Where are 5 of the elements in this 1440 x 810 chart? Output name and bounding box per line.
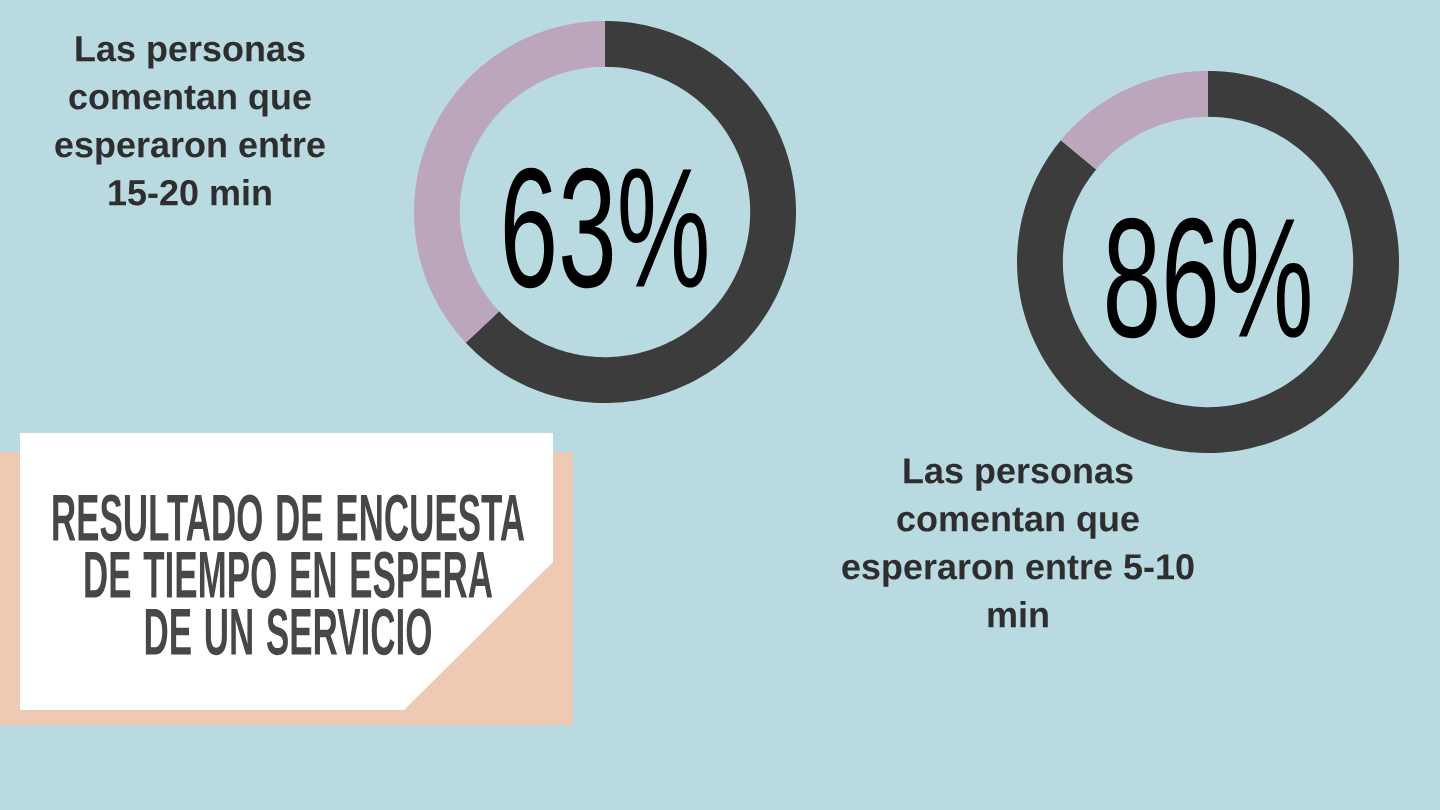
text: Las personas comentan que esperaron entre 15-20 min bbox=[55, 36, 325, 206]
text: RESULTADO DE ENCUESTA DE TIEMPO EN ESPERA DE UN SERVICIO bbox=[53, 494, 525, 656]
data-label: 86% bbox=[1107, 217, 1310, 339]
data-label: 63% bbox=[504, 167, 707, 289]
text: Las personas comentan que esperaron entre 5-10 min bbox=[842, 458, 1194, 628]
